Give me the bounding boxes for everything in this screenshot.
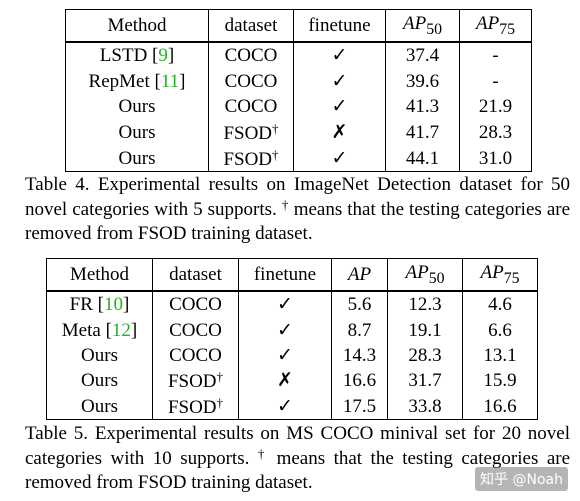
citation-link[interactable]: 12 bbox=[111, 319, 131, 341]
ap75-cell-best: 16.6 bbox=[462, 393, 538, 420]
ap75-cell-best: 31.0 bbox=[459, 145, 532, 172]
header-ap50: AP50 bbox=[385, 9, 460, 42]
header-ap: AP bbox=[331, 258, 388, 291]
ap50-cell: 19.1 bbox=[387, 317, 463, 343]
method-cell: RepMet [11] bbox=[65, 68, 209, 95]
header-finetune: finetune bbox=[293, 9, 386, 42]
method-cell: Ours bbox=[46, 368, 153, 394]
ap75-cell: 15.9 bbox=[462, 368, 538, 394]
ap50-cell-best: 44.1 bbox=[385, 145, 460, 172]
table-row: Ours COCO ✓ 14.3 28.3 13.1 bbox=[46, 342, 538, 369]
citation-link[interactable]: 11 bbox=[160, 70, 180, 92]
ap50-cell: 39.6 bbox=[385, 68, 460, 95]
ap50-cell: 12.3 bbox=[387, 291, 463, 318]
finetune-cell: ✗ bbox=[293, 119, 386, 146]
ap50-cell: 31.7 bbox=[387, 368, 463, 394]
finetune-cell: ✗ bbox=[238, 368, 332, 394]
ap75-cell: 6.6 bbox=[462, 317, 538, 343]
method-cell: Ours bbox=[46, 342, 153, 369]
header-ap75: AP75 bbox=[459, 9, 532, 42]
ap50-cell: 28.3 bbox=[387, 342, 463, 369]
ap75-cell: 4.6 bbox=[462, 291, 538, 318]
ap75-cell: 21.9 bbox=[459, 94, 532, 120]
method-cell: Ours bbox=[65, 119, 209, 146]
ap-cell: 8.7 bbox=[331, 317, 388, 343]
ap75-cell: 13.1 bbox=[462, 342, 538, 369]
ap50-cell-best: 33.8 bbox=[387, 393, 463, 420]
method-cell: Meta [12] bbox=[46, 317, 153, 343]
table-header-row: Method dataset finetune AP50 AP75 bbox=[65, 9, 532, 42]
ap75-cell: - bbox=[459, 42, 532, 69]
table-row: RepMet [11] COCO ✓ 39.6 - bbox=[65, 68, 532, 95]
dataset-cell: FSOD† bbox=[152, 368, 239, 394]
finetune-cell: ✓ bbox=[238, 291, 332, 318]
method-cell: FR [10] bbox=[46, 291, 153, 318]
citation-link[interactable]: 10 bbox=[104, 294, 123, 316]
table-row: FR [10] COCO ✓ 5.6 12.3 4.6 bbox=[46, 291, 538, 318]
header-method: Method bbox=[46, 258, 153, 291]
ap75-cell: 28.3 bbox=[459, 119, 532, 146]
header-ap50: AP50 bbox=[387, 258, 463, 291]
ap50-cell: 41.7 bbox=[385, 119, 460, 146]
ap-cell: 5.6 bbox=[331, 291, 388, 318]
dataset-cell: FSOD† bbox=[152, 393, 239, 420]
header-method: Method bbox=[65, 9, 209, 42]
method-cell: LSTD [9] bbox=[65, 42, 209, 69]
method-cell: Ours bbox=[46, 393, 153, 420]
table-row: Ours FSOD† ✗ 41.7 28.3 bbox=[65, 119, 532, 146]
ap-cell: 16.6 bbox=[331, 368, 388, 394]
table-4: Method dataset finetune AP50 AP75 LSTD [… bbox=[65, 9, 532, 172]
table-row: Ours COCO ✓ 41.3 21.9 bbox=[65, 94, 532, 120]
table-row: LSTD [9] COCO ✓ 37.4 - bbox=[65, 42, 532, 69]
header-dataset: dataset bbox=[152, 258, 239, 291]
ap50-cell: 41.3 bbox=[385, 94, 460, 120]
table-5-caption: Table 5. Experimental results on MS COCO… bbox=[25, 423, 571, 493]
dataset-cell: COCO bbox=[208, 94, 294, 120]
header-dataset: dataset bbox=[208, 9, 294, 42]
finetune-cell: ✓ bbox=[238, 393, 332, 420]
finetune-cell: ✓ bbox=[293, 145, 386, 172]
dataset-cell: COCO bbox=[208, 42, 294, 69]
finetune-cell: ✓ bbox=[293, 42, 386, 69]
table-row: Ours FSOD† ✓ 17.5 33.8 16.6 bbox=[46, 393, 538, 420]
dataset-cell: COCO bbox=[208, 68, 294, 95]
ap50-cell: 37.4 bbox=[385, 42, 460, 69]
dataset-cell: COCO bbox=[152, 317, 239, 343]
table-5: Method dataset finetune AP AP50 AP75 FR … bbox=[46, 258, 538, 420]
dataset-cell: FSOD† bbox=[208, 145, 294, 172]
citation-link[interactable]: 9 bbox=[158, 45, 168, 67]
dataset-cell: COCO bbox=[152, 342, 239, 369]
watermark-badge: 知乎 @Noah bbox=[475, 467, 568, 491]
table-row: Ours FSOD† ✗ 16.6 31.7 15.9 bbox=[46, 368, 538, 394]
finetune-cell: ✓ bbox=[293, 68, 386, 95]
table-row: Meta [12] COCO ✓ 8.7 19.1 6.6 bbox=[46, 317, 538, 343]
dataset-cell: FSOD† bbox=[208, 119, 294, 146]
header-ap75: AP75 bbox=[462, 258, 538, 291]
dataset-cell: COCO bbox=[152, 291, 239, 318]
table-row: Ours FSOD† ✓ 44.1 31.0 bbox=[65, 145, 532, 172]
finetune-cell: ✓ bbox=[238, 317, 332, 343]
table-4-caption: Table 4. Experimental results on ImageNe… bbox=[25, 174, 571, 244]
table-header-row: Method dataset finetune AP AP50 AP75 bbox=[46, 258, 538, 291]
method-cell: Ours bbox=[65, 145, 209, 172]
method-cell: Ours bbox=[65, 94, 209, 120]
finetune-cell: ✓ bbox=[238, 342, 332, 369]
header-finetune: finetune bbox=[238, 258, 332, 291]
ap-cell: 14.3 bbox=[331, 342, 388, 369]
ap-cell-best: 17.5 bbox=[331, 393, 388, 420]
finetune-cell: ✓ bbox=[293, 94, 386, 120]
ap75-cell: - bbox=[459, 68, 532, 95]
